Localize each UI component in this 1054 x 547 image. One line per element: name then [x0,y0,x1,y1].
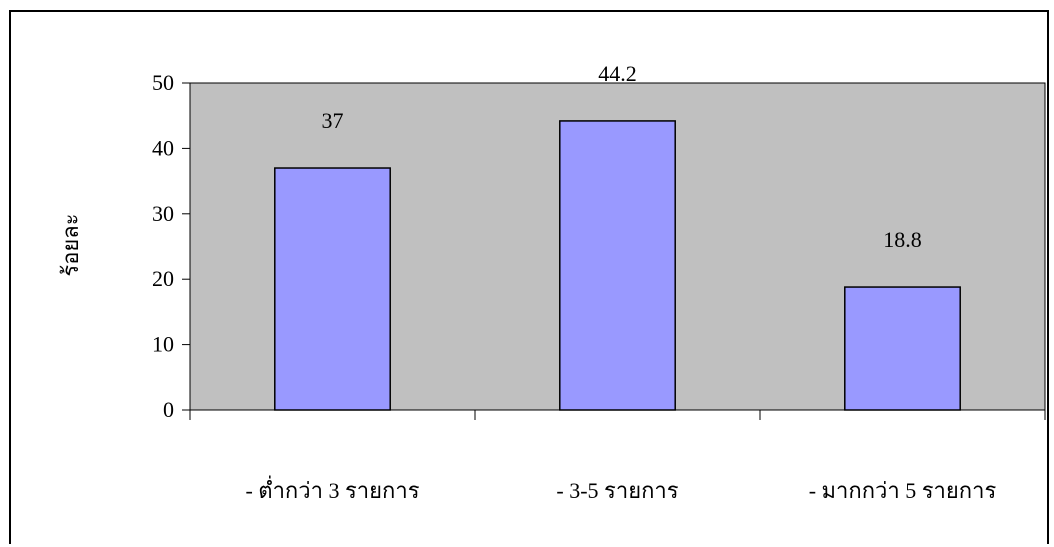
y-tick-label: 10 [152,332,174,357]
data-label: 18.8 [883,227,922,252]
y-tick-label: 20 [152,266,174,291]
y-axis-title: ร้อยละ [58,213,83,276]
bar [844,286,961,411]
y-tick-label: 40 [152,135,174,160]
y-axis: 0 10 20 30 40 50 [152,70,191,422]
bar [274,167,391,411]
category-label: - 3-5 รายการ [556,478,678,503]
y-tick-label: 50 [152,70,174,95]
category-label: - มากกว่า 5 รายการ [809,478,997,503]
y-tick-label: 30 [152,201,174,226]
x-axis: - ต่ำกว่า 3 รายการ - 3-5 รายการ - มากกว่า … [189,409,1046,503]
data-label: 44.2 [598,61,637,86]
category-label: - ต่ำกว่า 3 รายการ [245,475,419,503]
bar [559,120,676,411]
bars [274,120,961,411]
data-labels: 37 44.2 18.8 [322,61,922,252]
y-tick-label: 0 [163,397,174,422]
data-label: 37 [322,108,344,133]
